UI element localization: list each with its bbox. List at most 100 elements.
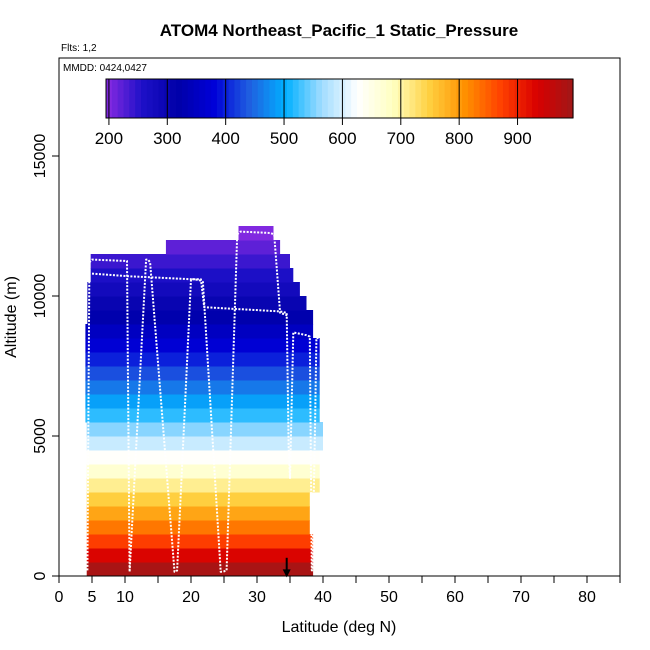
pressure-bin (90, 268, 294, 283)
pressure-bin (85, 366, 320, 381)
pressure-bin (86, 534, 314, 549)
x-tick-label: 60 (446, 589, 464, 606)
chart-title: ATOM4 Northeast_Pacific_1 Static_Pressur… (160, 21, 518, 40)
colorbar-swatch (263, 79, 271, 118)
colorbar-swatch (444, 79, 452, 118)
colorbar-swatch (479, 79, 487, 118)
y-tick-label: 15000 (32, 134, 49, 179)
pressure-bin (87, 296, 307, 311)
arrow-head (282, 569, 291, 578)
colorbar-swatch (467, 79, 475, 118)
colorbar-swatch (473, 79, 481, 118)
colorbar-swatch (432, 79, 440, 118)
flight-track (86, 230, 289, 573)
colorbar-tick-label: 500 (270, 129, 298, 148)
pressure-bin (86, 548, 314, 563)
pressure-bin (86, 436, 323, 451)
date-note: MMDD: 0424,0427 (63, 63, 147, 74)
colorbar-swatch (146, 79, 154, 118)
pressure-bin (238, 226, 274, 241)
x-tick-label: 5 (88, 589, 97, 606)
colorbar-swatch (415, 79, 422, 118)
colorbar-swatch (257, 79, 265, 118)
pressure-bin (85, 324, 314, 339)
colorbar-swatch (158, 79, 165, 118)
pressure-bin (165, 240, 281, 255)
colorbar-swatch (205, 79, 212, 118)
pressure-bin (86, 478, 320, 493)
colorbar-swatch (362, 79, 370, 118)
colorbar-swatch (462, 79, 469, 118)
x-tick-label: 10 (116, 589, 134, 606)
pressure-bin (85, 380, 320, 395)
x-axis-label: Latitude (deg N) (282, 619, 397, 636)
x-axis: 0 5 10 20 30 40 50 60 70 80 (55, 576, 621, 606)
colorbar-tick-label: 300 (153, 129, 181, 148)
colorbar-swatch (374, 79, 381, 118)
colorbar-swatch (357, 79, 364, 118)
x-tick-label: 0 (55, 589, 64, 606)
colorbar-swatch (537, 79, 545, 118)
colorbar-swatch (333, 79, 341, 118)
colorbar-swatch (561, 79, 568, 118)
colorbar-swatch (409, 79, 416, 118)
colorbar-swatch (543, 79, 551, 118)
colorbar-swatch (502, 79, 510, 118)
colorbar-swatch (304, 79, 311, 118)
pressure-bin (86, 464, 320, 479)
pressure-bin (87, 310, 314, 325)
colorbar-swatch (316, 79, 323, 118)
colorbar-tick-label: 600 (328, 129, 356, 148)
x-tick-label: 30 (248, 589, 266, 606)
pressure-bins (85, 226, 323, 576)
colorbar-frame (105, 78, 574, 119)
pressure-bin (86, 562, 314, 576)
colorbar-swatch (380, 79, 387, 118)
colorbar-swatch (117, 79, 125, 118)
pressure-bin (87, 282, 300, 297)
colorbar-swatch (170, 79, 177, 118)
colorbar-swatch (111, 79, 119, 118)
colorbar-swatch (403, 79, 411, 118)
colorbar-swatch (135, 79, 142, 118)
colorbar-swatch (141, 79, 148, 118)
pressure-bin (86, 450, 320, 465)
colorbar-swatch (485, 79, 492, 118)
colorbar-swatch (129, 79, 136, 118)
x-tick-label: 40 (314, 589, 332, 606)
colorbar-swatch (240, 79, 247, 118)
colorbar-swatch (491, 79, 498, 118)
colorbar-swatch (298, 79, 306, 118)
colorbar-swatch (181, 79, 189, 118)
x-tick-label: 50 (380, 589, 398, 606)
colorbar-tick-label: 900 (503, 129, 531, 148)
y-tick-label: 10000 (32, 274, 49, 319)
pressure-bin (86, 520, 310, 535)
colorbar-swatch (228, 79, 236, 118)
x-tick-label: 80 (578, 589, 596, 606)
pressure-bin (85, 394, 320, 409)
colorbar-tick-label: 700 (387, 129, 415, 148)
colorbar-tick-label: 400 (211, 129, 239, 148)
pressure-bin (86, 492, 310, 507)
y-tick-label: 5000 (32, 418, 49, 454)
colorbar-swatch (216, 79, 224, 118)
colorbar-swatch (532, 79, 539, 118)
colorbar-swatch (176, 79, 183, 118)
colorbar-swatch (549, 79, 557, 118)
colorbar-tick-label: 200 (95, 129, 123, 148)
colorbar-swatch (567, 79, 574, 118)
colorbar-swatch (368, 79, 376, 118)
pressure-bin (90, 254, 291, 269)
arrow-marker (282, 557, 291, 578)
colorbar-swatch (327, 79, 335, 118)
colorbar-swatch (251, 79, 259, 118)
colorbar-swatch (351, 79, 358, 118)
colorbar-swatch (292, 79, 300, 118)
colorbar-swatch (497, 79, 504, 118)
colorbar-swatch (246, 79, 253, 118)
colorbar-swatch (187, 79, 195, 118)
flight-tracks (86, 230, 320, 573)
colorbar-swatch (508, 79, 516, 118)
